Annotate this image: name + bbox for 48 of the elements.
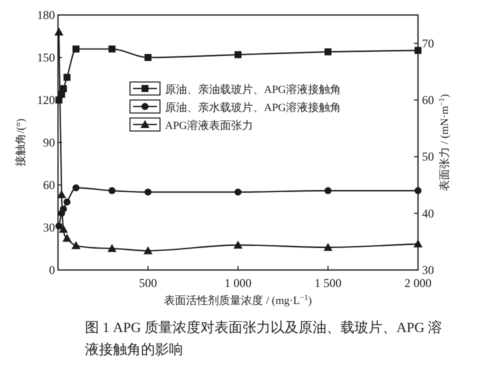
y2-tick-label: 60 xyxy=(422,93,434,107)
point xyxy=(414,239,422,248)
point xyxy=(144,54,152,61)
point xyxy=(108,187,116,194)
point xyxy=(60,85,67,92)
x-tick-label: 1 000 xyxy=(224,276,252,290)
y-tick-label: 30 xyxy=(43,220,55,234)
point xyxy=(64,198,70,206)
point xyxy=(144,246,152,254)
y2-tick-label: 50 xyxy=(422,150,434,164)
point xyxy=(324,242,332,251)
legend-label: APG溶液表面张力 xyxy=(165,119,254,132)
point xyxy=(62,234,72,242)
y-tick-label: 120 xyxy=(37,93,55,107)
y2-tick-label: 70 xyxy=(422,36,434,50)
point xyxy=(55,222,62,230)
point xyxy=(234,188,242,196)
y-tick-label: 0 xyxy=(49,263,55,277)
point xyxy=(324,48,332,56)
point xyxy=(108,46,116,52)
x-axis-title: 表面活性剂质量浓度 / (mg·L$^{−1}$) xyxy=(164,292,312,307)
y-tick-label: 90 xyxy=(43,136,55,150)
point xyxy=(414,46,422,54)
point xyxy=(414,187,422,194)
y-axis-title: 接触角/(°) xyxy=(14,118,27,166)
x-tick-label: 500 xyxy=(139,276,157,290)
x-tick-label: 1 500 xyxy=(314,276,342,290)
legend-label: 原油、亲水载玻片、APG溶液接触角 xyxy=(165,101,342,114)
point xyxy=(144,188,152,196)
point xyxy=(54,28,64,36)
x-tick-label: 2 000 xyxy=(404,276,432,290)
point xyxy=(72,184,80,192)
caption: 图 1 APG 质量浓度对表面张力以及原油、载玻片、APG 溶液接触角的影响 xyxy=(85,319,444,360)
point xyxy=(324,187,332,194)
point xyxy=(234,240,242,249)
y-tick-label: 150 xyxy=(37,50,55,64)
y-tick-label: 60 xyxy=(43,178,55,192)
y-tick-label: 180 xyxy=(37,8,55,22)
legend-label: 原油、亲油载玻片、APG溶液接触角 xyxy=(165,83,342,96)
point xyxy=(72,46,80,52)
point xyxy=(58,224,68,233)
point xyxy=(234,51,242,58)
point xyxy=(64,74,70,81)
y2-tick-label: 30 xyxy=(422,263,434,277)
y2-tick-label: 40 xyxy=(422,206,434,220)
point xyxy=(72,241,80,250)
point xyxy=(108,244,116,252)
point xyxy=(57,190,66,198)
